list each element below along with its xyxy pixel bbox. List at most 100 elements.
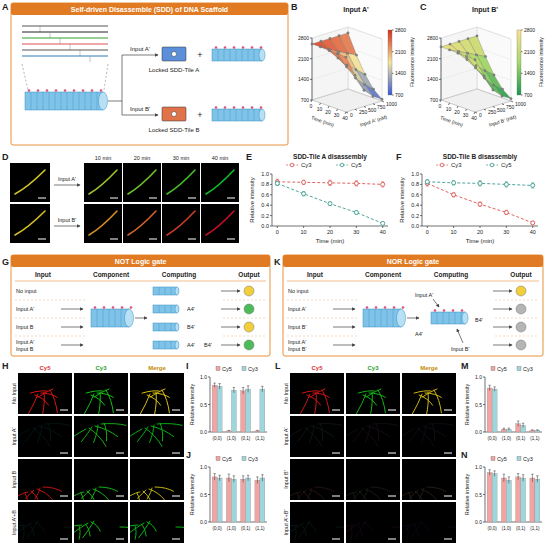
scale-bar	[110, 239, 118, 240]
fiber	[35, 488, 40, 499]
colorbar-tick	[392, 73, 394, 74]
bar	[501, 478, 506, 522]
fibers	[130, 487, 174, 500]
tube-ring	[91, 92, 92, 110]
data-point	[425, 180, 429, 184]
dye	[215, 106, 218, 109]
colorbar-tick-label: 700	[524, 92, 533, 98]
data-point	[328, 48, 330, 50]
data-point	[452, 193, 456, 197]
error-bar	[531, 183, 534, 188]
fiber	[422, 389, 437, 397]
dye	[100, 89, 103, 92]
fiber	[28, 394, 39, 414]
header-band	[11, 3, 288, 15]
tube-ring	[159, 287, 160, 295]
panel-letter: G	[2, 257, 9, 267]
data-point	[458, 40, 460, 42]
dye	[402, 306, 405, 309]
data-point	[311, 43, 313, 45]
column-head: Output	[238, 271, 260, 279]
x-tick-label: 0	[426, 229, 429, 235]
y-tick-label: 750	[377, 104, 386, 110]
fiber	[419, 488, 424, 499]
connector	[122, 55, 123, 115]
fiber	[415, 491, 425, 500]
error-bar	[508, 477, 510, 484]
background	[0, 0, 546, 549]
y-tick	[208, 377, 210, 378]
fiber	[155, 487, 174, 491]
error-bar	[503, 428, 505, 430]
fiber	[89, 170, 117, 194]
bar	[226, 431, 231, 432]
fiber	[353, 427, 364, 442]
y-tick	[493, 107, 495, 108]
tube-ring	[393, 309, 394, 327]
micrograph	[84, 163, 122, 202]
micrograph	[130, 502, 184, 543]
fiber	[99, 487, 118, 491]
tube-ring	[73, 92, 74, 110]
bar	[226, 478, 231, 522]
y-axis-title: Relative intensity	[249, 177, 255, 222]
x-tick-label: 20	[325, 109, 331, 115]
y-tick-label: 0	[479, 112, 482, 118]
error-bar	[381, 182, 384, 187]
y-tick	[346, 112, 348, 113]
micrograph	[130, 459, 184, 500]
scale-bar	[38, 239, 46, 240]
scale-bar	[388, 453, 396, 454]
tube-end	[99, 92, 108, 110]
x-axis-title: Time (min)	[316, 238, 344, 244]
data-point	[320, 40, 322, 42]
fiber	[38, 389, 53, 397]
x-tick-label: (1,0)	[502, 526, 512, 531]
arrow	[407, 318, 419, 319]
micrograph	[290, 459, 344, 500]
tube-ring	[248, 49, 249, 61]
output-arrow	[221, 345, 240, 346]
tube-ring	[437, 312, 438, 324]
dye	[251, 106, 254, 109]
legend-label: Cy3	[523, 366, 533, 372]
dna-strand	[22, 38, 108, 39]
tube-end	[397, 309, 406, 327]
micrograph	[346, 373, 400, 414]
dna-tube	[153, 305, 177, 313]
chart-title: SDD-Tile B disassembly	[443, 153, 518, 161]
row-label: Input B	[16, 324, 34, 330]
fiber	[167, 170, 195, 194]
x-tick-label: 40	[342, 115, 348, 121]
crossover	[40, 26, 41, 32]
scale-bar	[444, 410, 452, 411]
error-bar	[228, 474, 230, 482]
grid-line	[312, 68, 382, 80]
output-arrow	[493, 309, 512, 310]
plot-area	[425, 180, 534, 225]
y-tick-label: 0.5	[200, 402, 207, 408]
fiber	[314, 392, 316, 414]
error-bar	[261, 386, 263, 392]
tube-ring	[381, 309, 382, 327]
y-tick-label: 0	[350, 112, 353, 118]
panel-letter: J	[186, 450, 191, 460]
dye	[94, 306, 97, 309]
error-bar	[517, 474, 519, 481]
fiber	[31, 491, 41, 500]
y-tick-label: 1.0	[200, 374, 207, 380]
scale-bar	[60, 539, 68, 540]
strand-label: Input B'	[451, 346, 469, 352]
micrograph	[10, 163, 50, 202]
data-point	[302, 192, 306, 196]
x-tick-label: 0	[439, 103, 442, 109]
data-point	[449, 43, 451, 45]
crossover	[80, 50, 81, 56]
fibers	[18, 487, 61, 500]
row-separator	[287, 300, 357, 301]
fiber	[50, 390, 57, 413]
tube-end	[175, 341, 179, 349]
fiber	[15, 211, 45, 235]
row-label: Input B'	[58, 217, 76, 223]
data-point	[478, 202, 482, 206]
